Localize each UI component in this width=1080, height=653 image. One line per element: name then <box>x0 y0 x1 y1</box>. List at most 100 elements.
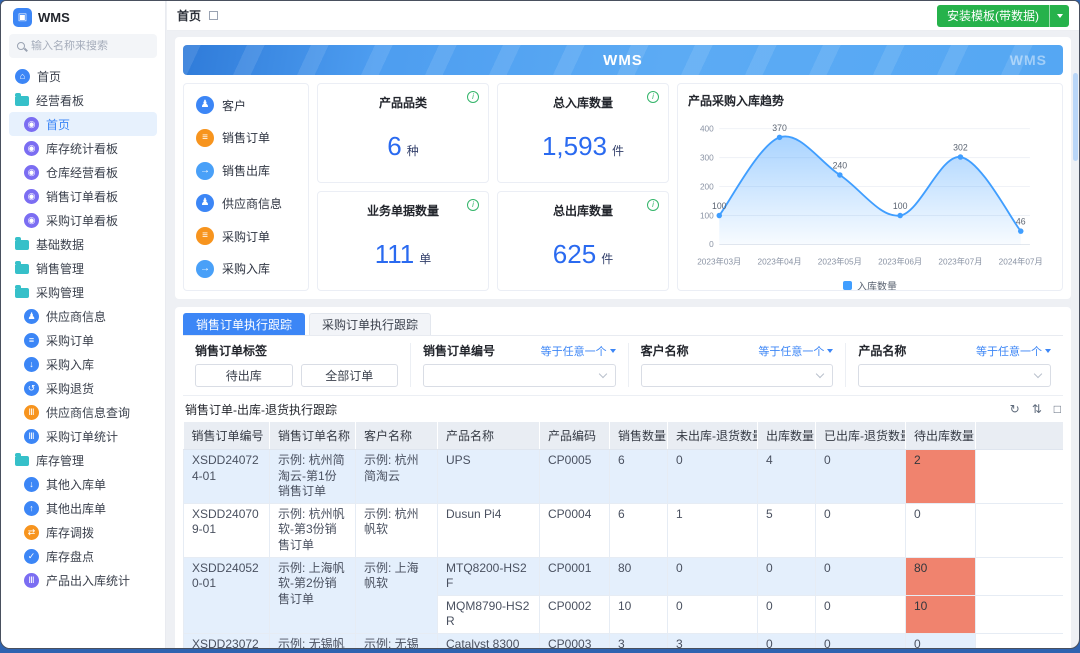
fullscreen-icon[interactable] <box>209 11 219 20</box>
fullscreen-icon[interactable]: □ <box>1053 402 1061 416</box>
return-icon: ↺ <box>24 380 39 396</box>
customer-cell: 示例: 杭州简淘云 <box>355 449 438 504</box>
info-icon[interactable] <box>647 91 659 103</box>
order-number-cell: XSDD240724-01 <box>183 449 270 504</box>
filter-operator[interactable]: 等于任意一个 <box>541 343 616 359</box>
filter-icon[interactable]: ⇅ <box>1031 402 1042 416</box>
refresh-icon[interactable]: ↻ <box>1009 402 1020 416</box>
data-point[interactable] <box>957 154 964 160</box>
stat-card-3: 总出库数量 625 件 <box>497 191 669 291</box>
order-name-cell: 示例: 杭州简淘云-第1份销售订单 <box>269 449 356 504</box>
data-point[interactable] <box>837 172 843 178</box>
content: WMS WMS ♟ 客户 ≡ 销售订单 → 销售出库 ♟ 供应商信息 ≡ 采购订单 → 采购入库 产品… <box>167 31 1079 648</box>
board-icon: ◉ <box>24 188 39 204</box>
sidebar-item-7[interactable]: 基础数据 <box>9 232 157 256</box>
install-template-button[interactable]: 安装模板(带数据) <box>937 4 1069 27</box>
sidebar-item-0[interactable]: ⌂ 首页 <box>9 64 157 88</box>
app-logo-text: WMS <box>38 9 70 25</box>
quick-link-1[interactable]: ≡ 销售订单 <box>196 128 296 147</box>
filter-select[interactable] <box>858 364 1052 387</box>
tag-button-1[interactable]: 全部订单 <box>300 364 398 387</box>
search-input[interactable] <box>31 40 149 52</box>
folder-icon <box>15 261 29 274</box>
quick-link-2[interactable]: → 销售出库 <box>196 161 296 180</box>
sidebar-item-11[interactable]: ≡ 采购订单 <box>9 328 157 352</box>
data-point[interactable] <box>716 212 723 219</box>
sidebar-item-19[interactable]: ⇄ 库存调拨 <box>9 520 157 544</box>
chevron-down-icon <box>816 369 825 379</box>
quick-link-5[interactable]: → 采购入库 <box>196 259 296 278</box>
sidebar-item-15[interactable]: Ⅲ 采购订单统计 <box>9 424 157 448</box>
sidebar-item-label: 销售订单看板 <box>46 189 119 204</box>
sidebar-item-14[interactable]: Ⅲ 供应商信息查询 <box>9 400 157 424</box>
breadcrumb-tab[interactable]: 首页 <box>177 9 202 23</box>
sidebar-item-4[interactable]: ◉ 仓库经营看板 <box>9 160 157 184</box>
tag-button-0[interactable]: 待出库 <box>195 364 293 387</box>
sidebar-item-13[interactable]: ↺ 采购退货 <box>9 376 157 400</box>
info-icon[interactable] <box>647 199 659 211</box>
filter-operator-label: 等于任意一个 <box>540 345 607 358</box>
x-tick-label: 2023年05月 <box>818 257 862 267</box>
quick-link-3[interactable]: ♟ 供应商信息 <box>196 194 296 213</box>
scrollbar-thumb[interactable] <box>1073 73 1078 161</box>
filter-select[interactable] <box>640 364 834 387</box>
tab-1[interactable]: 采购订单执行跟踪 <box>309 313 432 335</box>
sidebar-item-18[interactable]: ↑ 其他出库单 <box>9 496 157 520</box>
search-icon <box>17 42 25 50</box>
sidebar-item-8[interactable]: 销售管理 <box>9 256 157 280</box>
folder-icon <box>15 453 29 466</box>
quick-link-4[interactable]: ≡ 采购订单 <box>196 227 296 246</box>
data-point[interactable] <box>1017 228 1024 234</box>
filter-select[interactable] <box>423 364 616 387</box>
sidebar-item-2[interactable]: ◉ 首页 <box>9 112 157 136</box>
outbound-icon: ↑ <box>24 500 39 516</box>
sidebar-item-20[interactable]: ✓ 库存盘点 <box>9 544 157 568</box>
pending-qty-cell: 80 <box>905 556 976 596</box>
app-logo-icon: ▣ <box>13 7 32 27</box>
sidebar-item-label: 经营看板 <box>36 93 85 108</box>
sidebar-item-label: 采购订单统计 <box>46 429 119 444</box>
filter-operator[interactable]: 等于任意一个 <box>758 343 834 359</box>
info-icon[interactable] <box>467 91 479 103</box>
sidebar-search[interactable] <box>9 34 157 58</box>
sidebar-item-16[interactable]: 库存管理 <box>9 448 157 472</box>
filter-label: 客户名称 <box>640 344 689 358</box>
sidebar-item-1[interactable]: 经营看板 <box>9 88 157 112</box>
x-tick-label: 2024年07月 <box>999 257 1043 267</box>
sidebar-item-10[interactable]: ♟ 供应商信息 <box>9 304 157 328</box>
sidebar-item-3[interactable]: ◉ 库存统计看板 <box>9 136 157 160</box>
chart-legend[interactable]: 入库数量 <box>688 278 1052 290</box>
data-point[interactable] <box>897 212 903 219</box>
sidebar-item-label: 基础数据 <box>36 237 85 252</box>
sidebar-item-6[interactable]: ◉ 采购订单看板 <box>9 208 157 232</box>
quick-link-0[interactable]: ♟ 客户 <box>196 96 296 114</box>
stat-value: 111 <box>374 239 415 269</box>
table-body: XSDD240724-01 示例: 杭州简淘云-第1份销售订单 示例: 杭州简淘云 U… <box>183 449 1063 648</box>
sidebar-item-9[interactable]: 采购管理 <box>9 280 157 304</box>
caret-down-icon <box>1045 348 1052 353</box>
install-template-label[interactable]: 安装模板(带数据) <box>947 9 1039 23</box>
table-toolbar-icons: ↻ ⇅ □ <box>1010 402 1061 416</box>
product-name-cell: MQM8790-HS2R <box>437 594 540 634</box>
filler-cell <box>975 594 1063 634</box>
tab-bar: 销售订单执行跟踪 采购订单执行跟踪 <box>183 313 1063 336</box>
y-tick-label: 300 <box>700 153 714 162</box>
filler-cell <box>975 502 1063 558</box>
info-icon[interactable] <box>467 199 479 211</box>
data-point[interactable] <box>776 134 783 141</box>
tab-0[interactable]: 销售订单执行跟踪 <box>183 313 306 335</box>
filter-operator[interactable]: 等于任意一个 <box>976 343 1052 359</box>
chevron-down-icon[interactable] <box>1049 4 1069 27</box>
sidebar-item-17[interactable]: ↓ 其他入库单 <box>9 472 157 496</box>
sidebar-item-label: 库存调拨 <box>46 525 95 540</box>
data-label: 100 <box>712 201 727 211</box>
banner-title: WMS <box>603 51 643 69</box>
sidebar-item-21[interactable]: Ⅲ 产品出入库统计 <box>9 568 157 592</box>
sidebar-item-5[interactable]: ◉ 销售订单看板 <box>9 184 157 208</box>
sidebar-item-12[interactable]: ↓ 采购入库 <box>9 352 157 376</box>
out-qty-cell: 0 <box>757 594 816 634</box>
sales-qty-cell: 6 <box>609 502 668 558</box>
filter-row: 销售订单标签 待出库 全部订单 销售订单编号 等于任意一个 客户名称 等于任意一个 产品名… <box>183 336 1063 396</box>
